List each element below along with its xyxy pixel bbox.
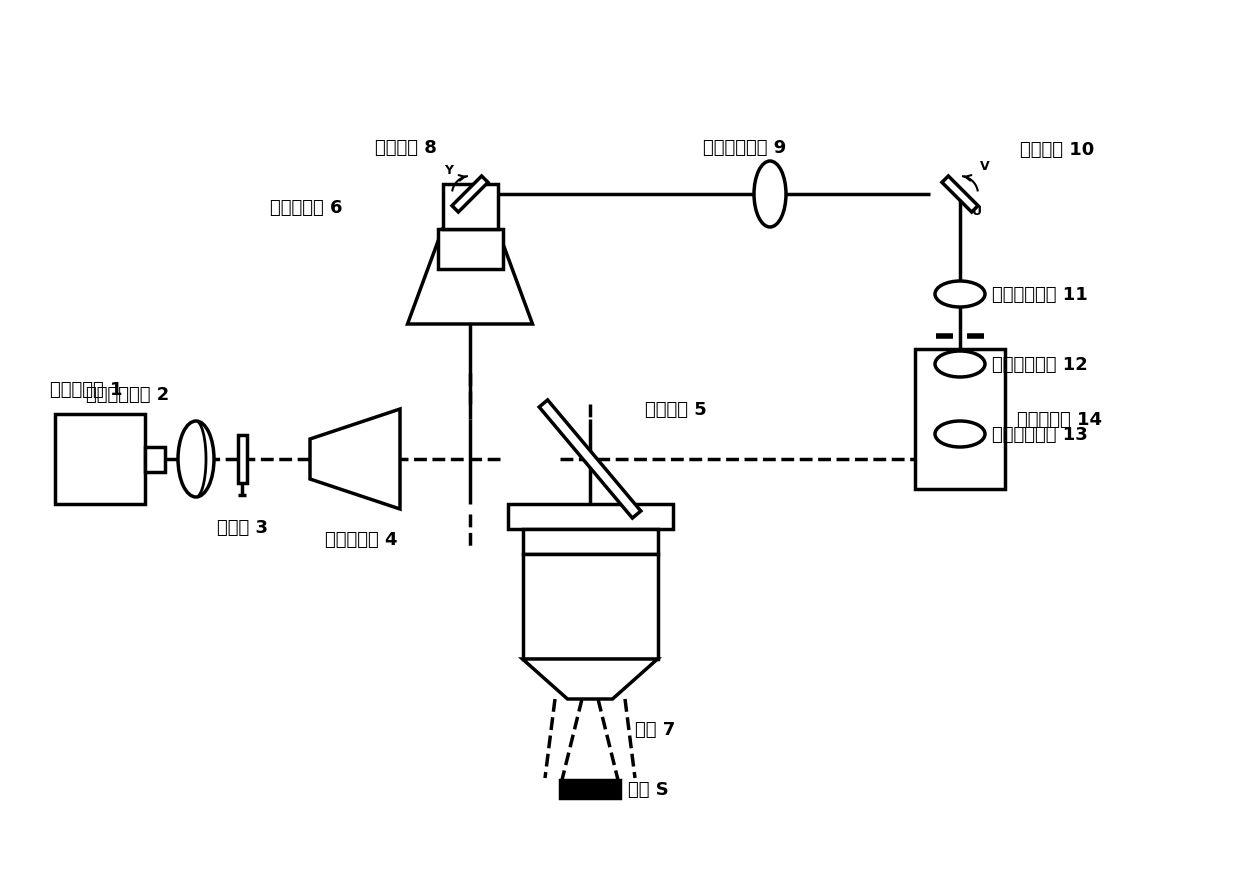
Bar <box>55 415 145 504</box>
Text: 第二振镜 10: 第二振镜 10 <box>1021 141 1094 159</box>
Ellipse shape <box>935 282 985 308</box>
Bar <box>522 554 657 660</box>
Text: 飞秒激光器 14: 飞秒激光器 14 <box>1017 410 1102 429</box>
Bar <box>145 447 165 472</box>
Text: 第二准直透镜 12: 第二准直透镜 12 <box>992 355 1087 374</box>
Text: 第二扩束镜 6: 第二扩束镜 6 <box>270 198 342 217</box>
Polygon shape <box>522 660 657 699</box>
Text: U: U <box>972 204 982 217</box>
Polygon shape <box>408 230 532 324</box>
Bar <box>522 530 657 554</box>
Text: 样本 S: 样本 S <box>627 781 668 798</box>
Bar <box>438 230 502 270</box>
Ellipse shape <box>935 422 985 447</box>
Bar <box>238 436 247 483</box>
Text: 光电倍增管 1: 光电倍增管 1 <box>50 381 123 398</box>
Text: 第三会聚透镜 13: 第三会聚透镜 13 <box>992 425 1087 444</box>
Bar <box>560 781 620 798</box>
Text: 第二会聚透镜 11: 第二会聚透镜 11 <box>992 286 1087 303</box>
Text: 第一振镜 8: 第一振镜 8 <box>374 139 436 157</box>
Text: 物镜 7: 物镜 7 <box>635 720 676 738</box>
Text: 第一准直透镜 9: 第一准直透镜 9 <box>703 139 786 157</box>
Ellipse shape <box>935 352 985 378</box>
Text: 滤波片 3: 滤波片 3 <box>217 518 268 537</box>
Polygon shape <box>451 177 489 213</box>
Text: 第一会聚透镜 2: 第一会聚透镜 2 <box>86 386 169 403</box>
Text: 二向色镜 5: 二向色镜 5 <box>645 401 707 418</box>
Text: 第一扩束镜 4: 第一扩束镜 4 <box>325 531 398 548</box>
Ellipse shape <box>754 162 786 228</box>
Text: V: V <box>980 160 990 173</box>
Polygon shape <box>310 410 401 510</box>
Bar <box>443 185 497 230</box>
Bar <box>915 350 1004 489</box>
Bar <box>507 504 672 530</box>
Ellipse shape <box>179 422 215 497</box>
Text: Y: Y <box>444 164 453 177</box>
Polygon shape <box>539 401 641 518</box>
Polygon shape <box>942 177 978 213</box>
